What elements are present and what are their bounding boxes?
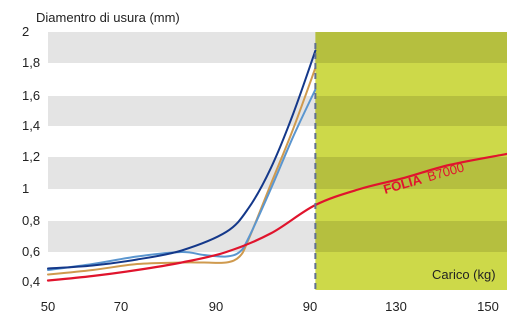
series-line-1	[47, 49, 317, 270]
y-axis-ticks: 0,4 0,6 0,8 1 1,2 1,4 1,6 1,8 2	[22, 24, 40, 289]
y-tick-label: 1,2	[22, 149, 40, 164]
x-tick-label: 70	[114, 299, 128, 314]
y-tick-label: 0,8	[22, 213, 40, 228]
load-zone	[315, 32, 507, 290]
zone-band	[315, 96, 507, 126]
y-tick-label: 2	[22, 24, 29, 39]
zone-band	[315, 32, 507, 63]
series-line-4	[46, 152, 507, 282]
series-lines	[46, 49, 507, 282]
x-tick-label: 50	[41, 299, 55, 314]
y-tick-label: 0,4	[22, 274, 40, 289]
x-tick-label: 130	[385, 299, 407, 314]
y-tick-label: 1,6	[22, 88, 40, 103]
series-line-2	[47, 88, 317, 271]
x-tick-label: 90	[209, 299, 223, 314]
x-tick-label: 150	[477, 299, 499, 314]
y-tick-label: 1,4	[22, 118, 40, 133]
zone-band	[315, 221, 507, 252]
y-tick-label: 1,8	[22, 55, 40, 70]
y-tick-label: 1	[22, 181, 29, 196]
zone-label: Carico (kg)	[432, 267, 496, 282]
x-axis-ticks: 50 70 90 90 130 150	[41, 299, 499, 314]
chart-title: Diamentro di usura (mm)	[36, 10, 180, 25]
series-line-3	[47, 66, 317, 276]
zone-band	[315, 157, 507, 189]
y-tick-label: 0,6	[22, 244, 40, 259]
x-tick-label: 90	[303, 299, 317, 314]
